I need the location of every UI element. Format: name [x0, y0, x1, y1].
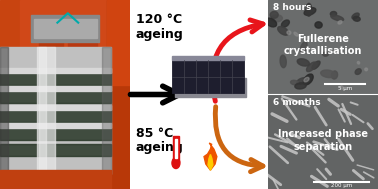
Text: Increased phase
separation: Increased phase separation: [278, 129, 368, 152]
Ellipse shape: [300, 42, 307, 53]
Text: 6 months: 6 months: [273, 98, 321, 107]
Ellipse shape: [294, 32, 298, 36]
Ellipse shape: [307, 36, 312, 39]
Bar: [102, 47, 111, 174]
Ellipse shape: [271, 15, 282, 22]
Bar: [0, 128, 111, 140]
Text: Fullerene
crystallisation: Fullerene crystallisation: [284, 34, 363, 56]
Bar: [172, 60, 243, 93]
Ellipse shape: [321, 70, 336, 78]
Ellipse shape: [270, 12, 278, 18]
Text: 200 μm: 200 μm: [331, 183, 352, 188]
Text: 85 °C
ageing: 85 °C ageing: [136, 127, 184, 154]
Bar: [37, 47, 55, 174]
Ellipse shape: [357, 61, 359, 64]
Polygon shape: [208, 154, 213, 170]
Bar: [107, 0, 130, 189]
Bar: [0, 73, 111, 85]
Bar: [0, 91, 111, 103]
Bar: [0, 123, 111, 128]
Circle shape: [172, 158, 180, 169]
Bar: [0, 86, 111, 91]
Ellipse shape: [287, 31, 291, 34]
Ellipse shape: [304, 8, 316, 15]
Bar: [0, 47, 8, 174]
Ellipse shape: [282, 20, 290, 27]
Ellipse shape: [331, 15, 344, 21]
Ellipse shape: [340, 86, 344, 89]
Polygon shape: [204, 143, 217, 170]
Ellipse shape: [295, 83, 306, 89]
Ellipse shape: [353, 16, 360, 21]
Ellipse shape: [306, 3, 312, 16]
Bar: [0, 144, 111, 156]
Ellipse shape: [266, 18, 277, 27]
Ellipse shape: [297, 78, 308, 84]
Bar: [20, 0, 113, 53]
Ellipse shape: [352, 13, 359, 19]
Ellipse shape: [312, 61, 320, 69]
Ellipse shape: [278, 26, 289, 35]
Ellipse shape: [280, 55, 286, 68]
Bar: [0, 47, 111, 174]
Ellipse shape: [365, 68, 367, 71]
Bar: [172, 56, 243, 60]
Text: 120 °C
ageing: 120 °C ageing: [136, 13, 184, 41]
Bar: [175, 78, 246, 97]
Bar: [31, 15, 99, 42]
Bar: [68, 19, 96, 53]
Ellipse shape: [338, 21, 342, 24]
Bar: [0, 105, 111, 110]
Ellipse shape: [304, 74, 313, 85]
Bar: [0, 110, 111, 122]
Bar: [39, 19, 63, 47]
Bar: [0, 170, 111, 189]
Bar: [0, 57, 15, 189]
Ellipse shape: [291, 80, 299, 85]
Ellipse shape: [332, 71, 338, 79]
Ellipse shape: [323, 52, 328, 56]
Text: 5 μm: 5 μm: [338, 86, 352, 91]
Bar: [34, 19, 96, 38]
Bar: [107, 0, 130, 85]
Bar: [39, 47, 46, 174]
Ellipse shape: [330, 12, 337, 16]
Polygon shape: [173, 136, 179, 162]
Ellipse shape: [307, 62, 316, 72]
Text: 8 hours: 8 hours: [273, 3, 311, 12]
Bar: [0, 68, 111, 73]
Ellipse shape: [297, 59, 310, 66]
Bar: [175, 139, 177, 158]
Ellipse shape: [304, 77, 309, 82]
Ellipse shape: [315, 22, 322, 28]
Ellipse shape: [355, 69, 361, 74]
